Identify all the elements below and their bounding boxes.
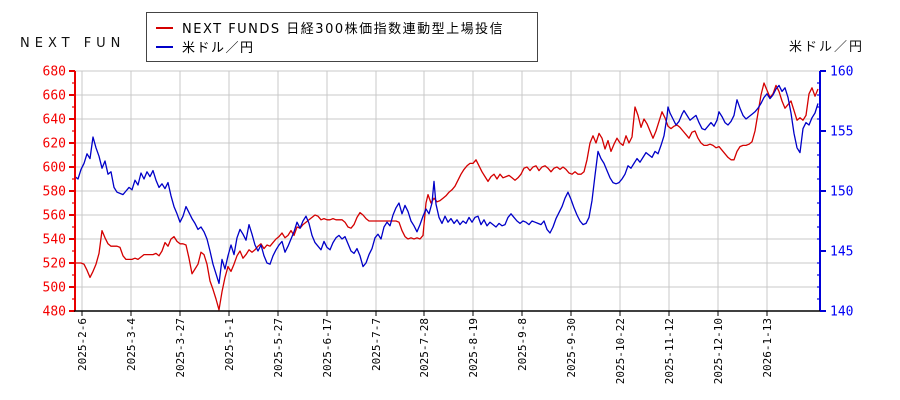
legend-label-usdjpy: 米ドル／円	[182, 41, 255, 56]
left-axis-tick-label: 620	[43, 137, 66, 152]
x-axis-tick-label: 2025-10-22	[614, 318, 627, 384]
right-axis-tick-label: 155	[830, 125, 853, 140]
right-axis-title: 米ドル／円	[789, 40, 865, 55]
x-axis-tick-label: 2026-1-13	[761, 318, 774, 378]
x-axis-tick-label: 2025-5-27	[272, 318, 285, 378]
left-axis-tick-label: 640	[43, 113, 66, 128]
legend-item-usdjpy: 米ドル／円	[156, 37, 528, 56]
x-axis-tick-label: 2025-11-12	[663, 318, 676, 384]
right-axis-tick-label: 150	[830, 185, 853, 200]
left-axis-tick-label: 520	[43, 257, 66, 272]
left-axis-tick-label: 660	[43, 89, 66, 104]
legend-item-fund: NEXT FUNDS 日経300株価指数連動型上場投信	[156, 18, 528, 37]
x-axis-tick-label: 2025-6-17	[321, 318, 334, 378]
legend-swatch-1	[156, 45, 173, 48]
left-axis-tick-label: 680	[43, 65, 66, 80]
x-axis-tick-label: 2025-7-28	[418, 318, 431, 378]
left-axis-tick-label: 580	[43, 185, 66, 200]
x-axis-tick-label: 2025-7-7	[370, 318, 383, 371]
left-axis-tick-label: 540	[43, 233, 66, 248]
x-axis-tick-label: 2025-3-27	[174, 318, 187, 378]
x-axis-tick-label: 2025-8-19	[467, 318, 480, 378]
right-axis-tick-label: 140	[830, 305, 853, 320]
left-axis-tick-label: 500	[43, 281, 66, 296]
x-axis-tick-label: 2025-9-30	[565, 318, 578, 378]
right-axis-tick-label: 145	[830, 245, 853, 260]
x-axis-tick-label: 2025-12-10	[712, 318, 725, 384]
left-axis-tick-label: 600	[43, 161, 66, 176]
right-axis-tick-label: 160	[830, 65, 853, 80]
x-axis-tick-label: 2025-5-1	[223, 318, 236, 371]
x-axis-tick-label: 2025-3-4	[125, 318, 138, 371]
legend: NEXT FUNDS 日経300株価指数連動型上場投信 米ドル／円	[146, 12, 538, 62]
x-axis-tick-label: 2025-2-6	[76, 318, 89, 371]
legend-label-fund: NEXT FUNDS 日経300株価指数連動型上場投信	[182, 22, 505, 37]
left-axis-title: NEXT FUN	[20, 36, 126, 51]
series-line-0	[75, 82, 819, 311]
left-axis-tick-label: 560	[43, 209, 66, 224]
series-line-1	[74, 84, 819, 285]
left-axis-tick-label: 480	[43, 305, 66, 320]
legend-swatch-0	[156, 26, 173, 29]
x-axis-tick-label: 2025-9-8	[516, 318, 529, 371]
